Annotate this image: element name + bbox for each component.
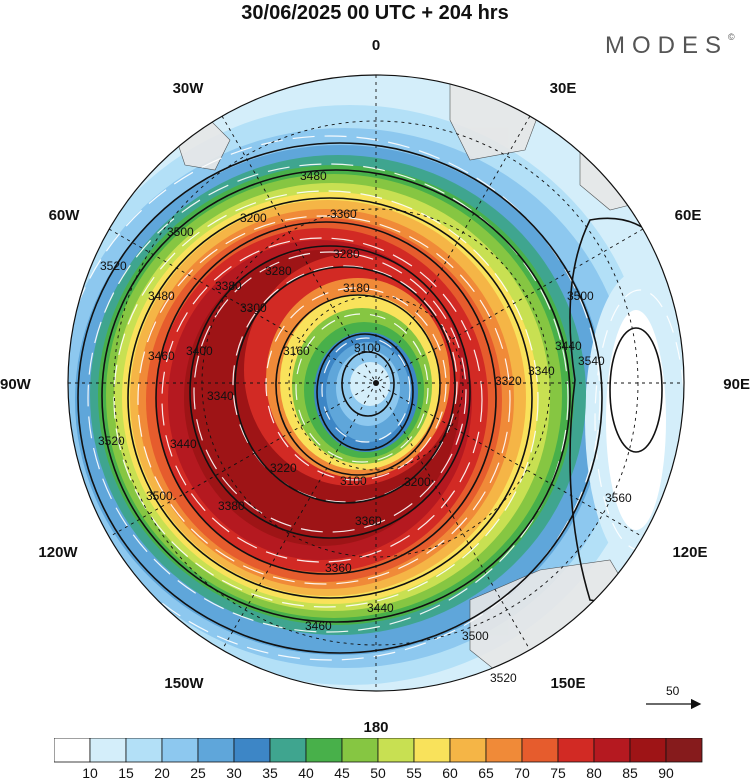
wind-vectors (68, 135, 684, 661)
reference-vector (646, 698, 702, 710)
contour-label: 3200 (240, 211, 267, 225)
lon-label-0: 0 (372, 37, 380, 54)
colorbar-swatch (125, 738, 163, 763)
colorbar-swatch (89, 738, 127, 763)
colorbar-tick-label: 90 (658, 765, 674, 781)
contour-label: 3400 (186, 344, 213, 358)
colorbar-tick-label: 35 (262, 765, 278, 781)
colorbar-tick-label: 80 (586, 765, 602, 781)
map-title: 30/06/2025 00 UTC + 204 hrs (241, 2, 509, 24)
contour-label: 3200 (404, 475, 431, 489)
contour-label: 3440 (555, 339, 582, 353)
colorbar-swatch (54, 738, 91, 763)
colorbar: 10 15 20 25 30 35 40 45 50 55 60 65 70 75 80 85 90 (54, 738, 703, 781)
contour-label: 3160 (283, 344, 310, 358)
contour-label: 3380 (218, 499, 245, 513)
colorbar-tick-label: 45 (334, 765, 350, 781)
contour-label: 3180 (343, 281, 370, 295)
contour-label: 3360 (355, 514, 382, 528)
contour-label: 3380 (215, 279, 242, 293)
colorbar-swatch (341, 738, 379, 763)
colorbar-swatch (521, 738, 559, 763)
lon-label-60e: 60E (675, 207, 702, 224)
contour-label: 3480 (148, 289, 175, 303)
colorbar-swatch (269, 738, 307, 763)
brand-logo: MODES© (605, 32, 735, 59)
contour-labels: 3100 3100 3160 3180 3200 3200 3220 3280 … (98, 169, 632, 685)
colorbar-swatch (305, 738, 343, 763)
colorbar-tick-label: 50 (370, 765, 386, 781)
lon-label-30w: 30W (173, 80, 205, 97)
contour-label: 3520 (490, 671, 517, 685)
contour-label: 3340 (528, 364, 555, 378)
colorbar-tick-label: 75 (550, 765, 566, 781)
contour-label: 3520 (98, 434, 125, 448)
contour-label: 3560 (605, 491, 632, 505)
colorbar-tick-label: 20 (154, 765, 170, 781)
colorbar-swatch (593, 738, 631, 763)
colorbar-swatch (413, 738, 451, 763)
south-pole-marker (373, 380, 379, 386)
colorbar-swatch (161, 738, 199, 763)
colorbar-tick-label: 55 (406, 765, 422, 781)
colorbar-tick-label: 40 (298, 765, 314, 781)
contour-label: 3540 (578, 354, 605, 368)
contour-label: 3360 (325, 561, 352, 575)
contour-label: 3500 (167, 225, 194, 239)
lon-label-90w: 90W (0, 376, 32, 393)
lon-label-90e: 90E (723, 376, 750, 393)
colorbar-swatch (485, 738, 523, 763)
colorbar-tick-label: 70 (514, 765, 530, 781)
colorbar-tick-label: 30 (226, 765, 242, 781)
colorbar-swatch (665, 738, 703, 763)
contour-label: 3440 (367, 601, 394, 615)
contour-label: 3520 (100, 259, 127, 273)
contour-label: 3280 (265, 264, 292, 278)
lon-label-30e: 30E (550, 80, 577, 97)
contour-label: 3100 (354, 341, 381, 355)
lon-label-150w: 150W (164, 675, 204, 692)
contour-label: 3500 (462, 629, 489, 643)
reference-vector-label: 50 (666, 684, 680, 698)
contour-label: 3220 (270, 461, 297, 475)
contour-label: 3460 (305, 619, 332, 633)
colorbar-tick-label: 60 (442, 765, 458, 781)
height-contours (77, 142, 684, 654)
colorbar-swatch (377, 738, 415, 763)
colorbar-swatch (629, 738, 667, 763)
colorbar-swatch (233, 738, 271, 763)
lon-label-150e: 150E (550, 675, 585, 692)
contour-label: 3460 (148, 349, 175, 363)
contour-label: 3500 (146, 489, 173, 503)
colorbar-tick-label: 15 (118, 765, 134, 781)
contour-label: 3280 (333, 247, 360, 261)
contour-label: 3440 (170, 437, 197, 451)
contour-label: 3340 (207, 389, 234, 403)
lon-label-120w: 120W (38, 544, 78, 561)
contour-label: 3320 (495, 374, 522, 388)
lon-label-120e: 120E (672, 544, 707, 561)
colorbar-swatch (557, 738, 595, 763)
colorbar-swatch (449, 738, 487, 763)
colorbar-tick-label: 85 (622, 765, 638, 781)
polar-map: 0 180 90W 90E 30W 30E 60W 60E 120W 120E … (0, 37, 750, 736)
map-border (67, 74, 685, 692)
contour-label: 3100 (340, 474, 367, 488)
contour-label: 3480 (300, 169, 327, 183)
lon-label-60w: 60W (49, 207, 81, 224)
contour-label: 3300 (240, 301, 267, 315)
colorbar-tick-label: 10 (82, 765, 98, 781)
contour-label: 3500 (567, 289, 594, 303)
lon-label-180: 180 (363, 719, 388, 736)
colorbar-tick-label: 65 (478, 765, 494, 781)
colorbar-tick-label: 25 (190, 765, 206, 781)
contour-label: 3360 (330, 207, 357, 221)
colorbar-swatch (197, 738, 235, 763)
